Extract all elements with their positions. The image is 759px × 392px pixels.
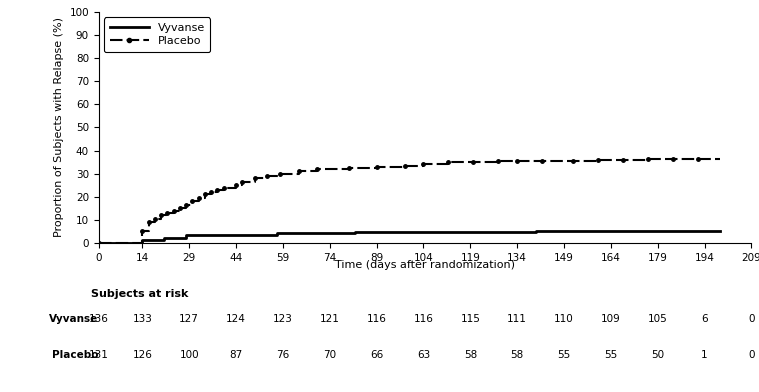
Text: 58: 58 — [511, 350, 524, 360]
Text: 133: 133 — [133, 314, 153, 325]
Text: 55: 55 — [604, 350, 618, 360]
Text: 76: 76 — [276, 350, 290, 360]
Vyvanse — [272, 232, 282, 237]
Vyvanse — [94, 241, 103, 245]
Text: 124: 124 — [226, 314, 246, 325]
Text: 131: 131 — [89, 350, 109, 360]
Vyvanse — [716, 229, 725, 234]
Vyvanse — [350, 231, 359, 236]
Text: 70: 70 — [323, 350, 336, 360]
Legend: Vyvanse, Placebo: Vyvanse, Placebo — [104, 17, 210, 52]
Text: Subjects at risk: Subjects at risk — [91, 289, 188, 299]
Line: Vyvanse: Vyvanse — [99, 231, 720, 243]
Vyvanse — [531, 230, 540, 234]
Y-axis label: Proportion of Subjects with Relapse (%): Proportion of Subjects with Relapse (%) — [54, 17, 64, 238]
Placebo — [644, 156, 653, 161]
Text: 110: 110 — [554, 314, 574, 325]
Text: 111: 111 — [507, 314, 527, 325]
Text: 116: 116 — [414, 314, 433, 325]
Text: 109: 109 — [601, 314, 621, 325]
Placebo — [181, 206, 191, 211]
Text: 105: 105 — [648, 314, 668, 325]
Text: 116: 116 — [367, 314, 386, 325]
Placebo — [716, 156, 725, 161]
Vyvanse — [531, 229, 540, 234]
Placebo — [94, 241, 103, 245]
Text: 123: 123 — [273, 314, 293, 325]
Text: 121: 121 — [320, 314, 340, 325]
Text: 63: 63 — [417, 350, 430, 360]
Placebo — [313, 169, 322, 174]
Vyvanse — [138, 237, 147, 242]
Placebo — [619, 158, 628, 162]
Vyvanse — [159, 237, 168, 242]
Text: 50: 50 — [651, 350, 664, 360]
Vyvanse — [181, 236, 191, 240]
Text: Vyvanse: Vyvanse — [49, 314, 99, 325]
Placebo — [206, 190, 216, 194]
Vyvanse — [350, 230, 359, 234]
Vyvanse — [159, 236, 168, 240]
Text: 127: 127 — [179, 314, 199, 325]
Text: 126: 126 — [133, 350, 153, 360]
Line: Placebo: Placebo — [99, 159, 720, 243]
Placebo — [181, 203, 191, 207]
Text: 58: 58 — [464, 350, 477, 360]
Text: 1: 1 — [701, 350, 708, 360]
Vyvanse — [138, 241, 147, 245]
Text: Time (days after randomization): Time (days after randomization) — [335, 260, 515, 270]
Text: Placebo: Placebo — [52, 350, 99, 360]
Vyvanse — [272, 231, 282, 236]
Text: 0: 0 — [748, 314, 754, 325]
Text: 6: 6 — [701, 314, 708, 325]
Text: 0: 0 — [748, 350, 754, 360]
Text: 115: 115 — [461, 314, 480, 325]
Text: 55: 55 — [557, 350, 571, 360]
Text: 66: 66 — [370, 350, 383, 360]
Vyvanse — [181, 232, 191, 237]
Text: 100: 100 — [179, 350, 199, 360]
Text: 136: 136 — [89, 314, 109, 325]
Text: 87: 87 — [229, 350, 243, 360]
Placebo — [294, 169, 303, 174]
